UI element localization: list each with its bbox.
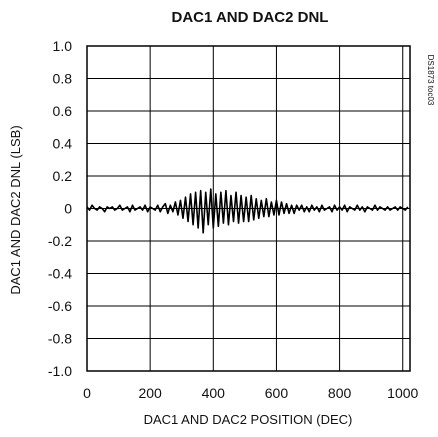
- x-tick-label: 800: [328, 385, 352, 401]
- dnl-series: [86, 188, 409, 234]
- x-axis-label: DAC1 AND DAC2 POSITION (DEC): [144, 412, 353, 427]
- y-tick-label: -0.2: [48, 233, 72, 249]
- y-tick-label: -1.0: [48, 363, 72, 379]
- x-tick-label: 0: [83, 385, 91, 401]
- y-tick-label: 0.4: [53, 136, 73, 152]
- y-tick-labels: 1.0 0.8 0.6 0.4 0.2 0 -0.2 -0.4 -0.6 -0.8 -1.0: [48, 38, 72, 379]
- x-tick-label: 1000: [387, 385, 418, 401]
- x-tick-label: 400: [202, 385, 226, 401]
- y-tick-label: -0.8: [48, 331, 72, 347]
- y-tick-label: 0.8: [53, 71, 73, 87]
- figure-code: DS1873 toc03: [426, 55, 435, 106]
- y-tick-label: 0: [64, 201, 72, 217]
- y-tick-label: 1.0: [53, 38, 73, 54]
- y-tick-label: -0.4: [48, 266, 72, 282]
- dnl-series-line: [86, 188, 409, 234]
- y-tick-label: -0.6: [48, 298, 72, 314]
- y-axis-label: DAC1 AND DAC2 DNL (LSB): [8, 125, 23, 294]
- y-tick-label: 0.6: [53, 103, 73, 119]
- chart-title: DAC1 AND DAC2 DNL: [172, 9, 329, 26]
- plot-frame: [86, 45, 411, 372]
- y-tick-label: 0.2: [53, 168, 73, 184]
- x-tick-labels: 0 200 400 600 800 1000: [83, 385, 418, 401]
- x-tick-label: 600: [265, 385, 289, 401]
- x-tick-label: 200: [138, 385, 162, 401]
